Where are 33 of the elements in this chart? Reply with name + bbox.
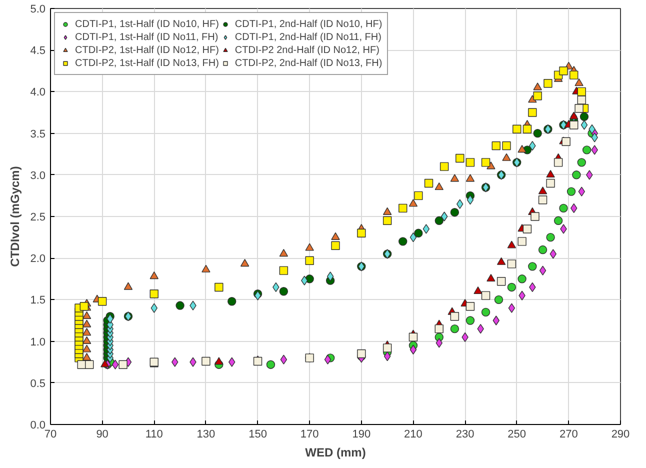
y-axis-title: CTDIvol (mGycm)	[8, 166, 22, 267]
x-tick-label: 170	[300, 428, 319, 440]
legend-label: CTDI-P2, 1st-Half (ID No13, FH)	[75, 57, 219, 69]
x-tick-label: 290	[611, 428, 630, 440]
x-tick-label: 150	[248, 428, 267, 440]
x-tick-label: 130	[196, 428, 216, 440]
x-tick-label: 90	[96, 428, 108, 440]
x-axis-title: WED (mm)	[305, 446, 366, 460]
legend-label: CTDI-P2, 2nd-Half (ID No13, FH)	[234, 57, 382, 69]
x-tick-label: 250	[508, 428, 526, 440]
x-tick-label: 110	[145, 428, 163, 440]
x-tick-label: 210	[404, 428, 422, 440]
y-tick-label: 4.0	[30, 86, 46, 99]
x-tick-label: 190	[352, 428, 371, 440]
y-tick-label: 3.5	[30, 128, 46, 140]
y-tick-label: 2.0	[30, 253, 46, 266]
x-tick-label: 270	[560, 428, 578, 440]
y-tick-label: 0.5	[30, 378, 46, 390]
legend-label: CDTI-P1, 1st-Half (ID No10, HF)	[75, 18, 219, 30]
y-tick-label: 2.5	[30, 212, 46, 224]
y-tick-label: 1.5	[30, 294, 46, 307]
y-tick-label: 1.0	[30, 336, 46, 348]
y-tick-label: 4.5	[30, 45, 46, 58]
legend-label: CDTI-P1, 2nd-Half (ID No10, HF)	[234, 18, 382, 30]
legend-label: CTDI-P2 2nd-Half (ID No12, HF)	[234, 44, 380, 56]
y-tick-label: 5.0	[30, 4, 46, 16]
y-tick-label: 0.0	[30, 420, 46, 432]
legend-label: CDTI-P1, 2nd-Half (ID No11, FH)	[234, 31, 382, 43]
y-tick-label: 3.0	[30, 170, 46, 182]
legend-label: CDTI-P1, 1st-Half (ID No11, FH)	[75, 31, 218, 43]
x-tick-label: 230	[456, 428, 474, 440]
x-tick-label: 70	[44, 428, 57, 440]
legend-label: CTDI-P2, 1st-Half (ID No12, HF)	[75, 44, 219, 56]
